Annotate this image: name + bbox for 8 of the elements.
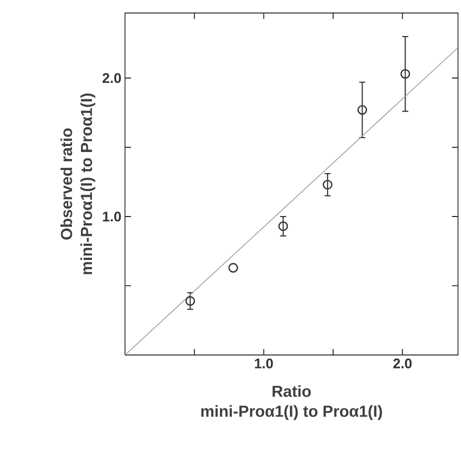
point	[185, 296, 196, 306]
y-axis-title: Observed ratio mini-Proα1(I) to Proα1(I)	[60, 94, 96, 274]
point	[228, 262, 238, 273]
point	[322, 180, 332, 190]
point	[400, 69, 410, 79]
point	[357, 105, 368, 115]
point	[278, 221, 288, 232]
x-axis-title: Ratio mini-Proα1(I) to Proα1(I)	[201, 385, 382, 420]
